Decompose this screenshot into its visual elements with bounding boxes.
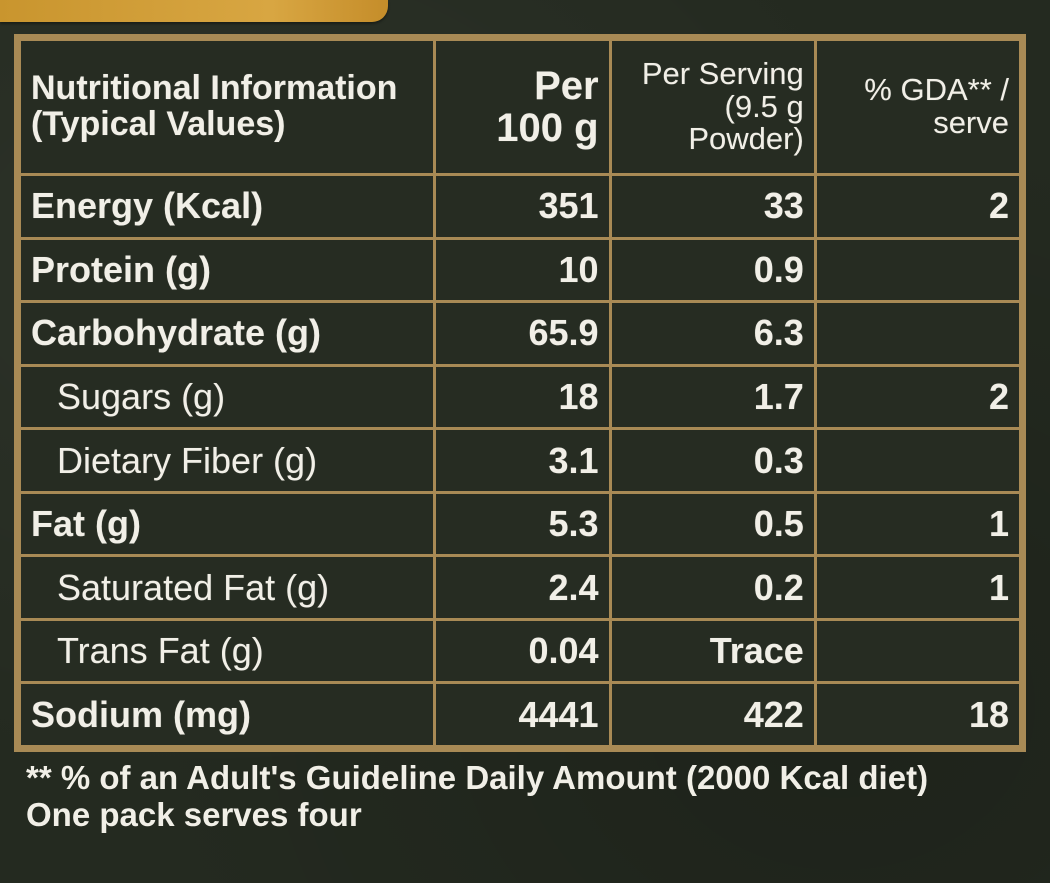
per-100g-value: 351 [433, 173, 612, 240]
table-row: Fat (g) 5.3 0.5 1 [17, 490, 1023, 558]
table-header-row: Nutritional Information (Typical Values)… [17, 38, 1023, 176]
row-label: Fat (g) [17, 490, 437, 558]
per-serving-value: 0.3 [608, 427, 817, 494]
per-serving-value: 1.7 [608, 363, 817, 431]
per-100g-value: 4441 [433, 681, 612, 748]
row-label: Sugars (g) [17, 363, 437, 431]
per-serving-value: Trace [608, 617, 817, 685]
header-per-100g: Per 100 g [433, 38, 612, 176]
per-100g-value: 0.04 [433, 617, 612, 685]
per-100g-value: 3.1 [433, 427, 612, 494]
row-label: Carbohydrate (g) [17, 300, 437, 367]
gda-value [813, 427, 1023, 494]
per-100g-value: 65.9 [433, 300, 612, 367]
footnotes: ** % of an Adult's Guideline Daily Amoun… [26, 759, 1036, 834]
per-serving-value: 0.5 [608, 490, 817, 558]
table-row: Dietary Fiber (g) 3.1 0.3 [17, 427, 1023, 494]
row-label: Protein (g) [17, 236, 437, 304]
per-100g-value: 10 [433, 236, 612, 304]
per-100g-value: 18 [433, 363, 612, 431]
per-serving-value: 6.3 [608, 300, 817, 367]
gda-value: 2 [813, 363, 1023, 431]
nutrition-panel: Nutritional Information (Typical Values)… [14, 34, 1026, 752]
gda-value [813, 617, 1023, 685]
row-label: Saturated Fat (g) [17, 554, 437, 621]
header-per-serving: Per Serving (9.5 g Powder) [608, 38, 817, 176]
gold-corner-tab [0, 0, 388, 22]
gda-value [813, 300, 1023, 367]
header-nutritional-information: Nutritional Information (Typical Values) [17, 38, 437, 176]
table-row: Sugars (g) 18 1.7 2 [17, 363, 1023, 431]
row-label: Sodium (mg) [17, 681, 437, 748]
row-label: Energy (Kcal) [17, 173, 437, 240]
servings-footnote: One pack serves four [26, 795, 362, 833]
gda-value: 1 [813, 554, 1023, 621]
row-label: Dietary Fiber (g) [17, 427, 437, 494]
gda-value: 2 [813, 173, 1023, 240]
per-100g-value: 5.3 [433, 490, 612, 558]
gda-value: 1 [813, 490, 1023, 558]
gda-value: 18 [813, 681, 1023, 748]
row-label: Trans Fat (g) [17, 617, 437, 685]
per-serving-value: 422 [608, 681, 817, 748]
nutrition-table: Nutritional Information (Typical Values)… [17, 38, 1023, 748]
table-row: Trans Fat (g) 0.04 Trace [17, 617, 1023, 685]
per-serving-value: 0.9 [608, 236, 817, 304]
gda-footnote: ** % of an Adult's Guideline Daily Amoun… [26, 759, 929, 796]
table-row: Protein (g) 10 0.9 [17, 236, 1023, 304]
per-serving-value: 33 [608, 173, 817, 240]
table-row: Saturated Fat (g) 2.4 0.2 1 [17, 554, 1023, 621]
table-row: Energy (Kcal) 351 33 2 [17, 173, 1023, 240]
table-row: Carbohydrate (g) 65.9 6.3 [17, 300, 1023, 367]
gda-value [813, 236, 1023, 304]
per-serving-value: 0.2 [608, 554, 817, 621]
table-row: Sodium (mg) 4441 422 18 [17, 681, 1023, 748]
per-100g-value: 2.4 [433, 554, 612, 621]
header-gda-per-serve: % GDA** / serve [813, 38, 1023, 176]
